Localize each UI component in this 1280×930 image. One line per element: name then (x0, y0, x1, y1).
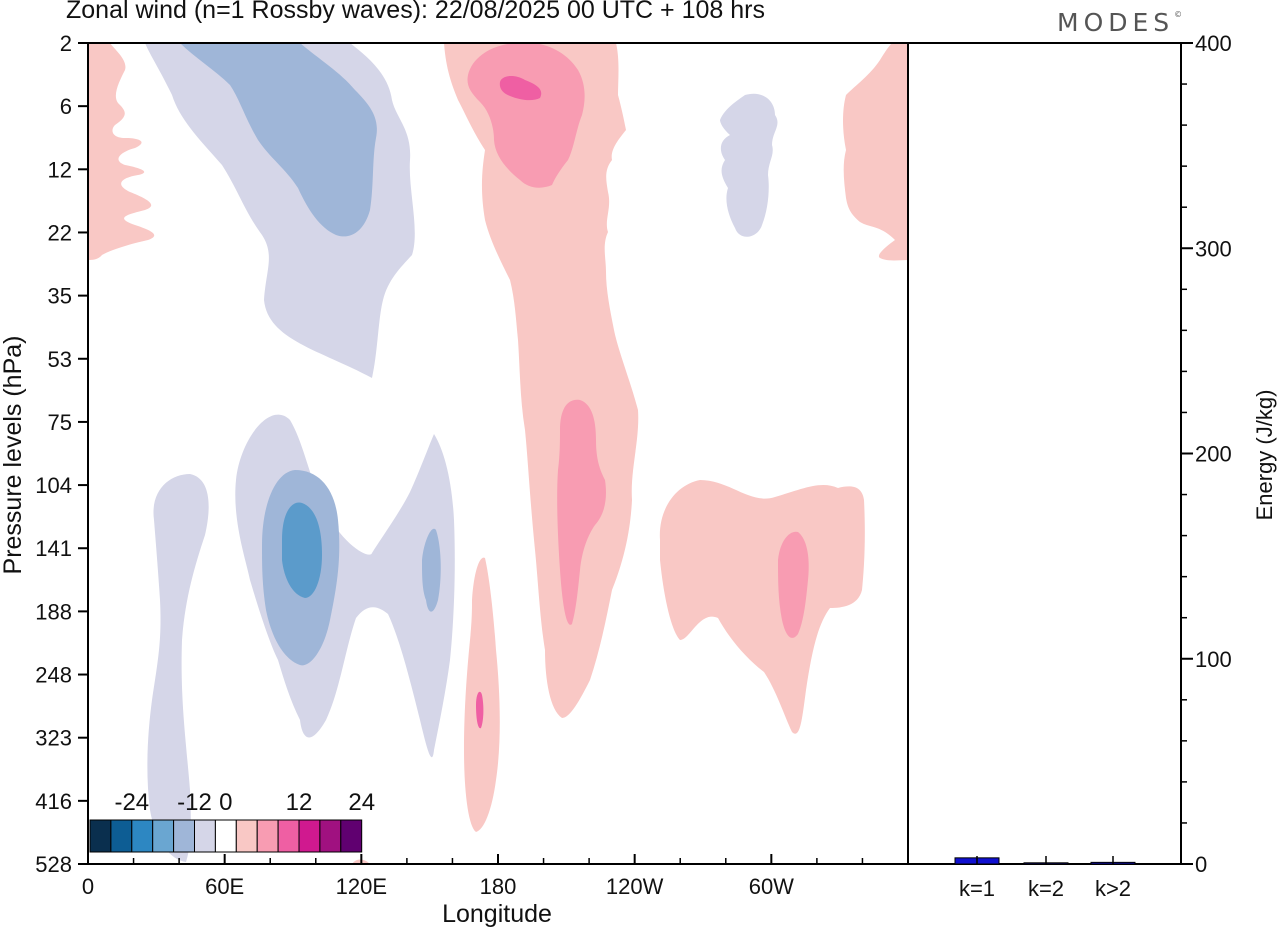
colorbar-swatch (214, 819, 237, 853)
x-tick-label: 120E (336, 874, 387, 899)
energy-tick-label: 300 (1195, 236, 1232, 261)
contour-positive-right-blob (659, 480, 865, 734)
x-tick-label: 60E (205, 874, 244, 899)
y-tick-label: 6 (60, 94, 72, 119)
y-tick-label: 2 (60, 31, 72, 56)
colorbar: -24 -12 0 12 24 (89, 789, 375, 853)
contour-positive-lower-peak (476, 691, 484, 729)
x-axis-ticks: 0 60E 120E 180 120W 60W (82, 854, 864, 899)
y-tick-label: 141 (35, 536, 72, 561)
colorbar-label: 24 (348, 789, 375, 816)
energy-category-label: k=1 (959, 876, 995, 901)
y-tick-label: 75 (48, 410, 72, 435)
energy-axis-label: Energy (J/kg) (1252, 390, 1277, 521)
contour-negative-upper-right (720, 93, 778, 237)
contour-positive-right-core (778, 531, 809, 638)
colorbar-swatch (110, 819, 133, 853)
brand-mark: © (1174, 10, 1183, 19)
contour-positive-left-edge (88, 43, 155, 260)
contour-negative-upper-core (180, 43, 377, 237)
y-tick-label: 248 (35, 663, 72, 688)
y-tick-label: 528 (35, 852, 72, 877)
y-tick-label: 188 (35, 599, 72, 624)
y-axis-ticks: 2 6 12 22 35 53 75 104 141 188 248 323 416 528 (35, 31, 88, 877)
energy-tick-label: 0 (1195, 852, 1207, 877)
x-tick-label: 180 (480, 874, 517, 899)
colorbar-swatch (277, 819, 300, 853)
y-tick-label: 416 (35, 789, 72, 814)
y-tick-label: 53 (48, 347, 72, 372)
contour-positive-upper-peak (499, 76, 542, 101)
colorbar-swatch (173, 819, 196, 853)
contour-positive-central-tower (444, 43, 639, 718)
brand-logo: MODES© (1057, 8, 1182, 37)
x-tick-label: 120W (606, 874, 664, 899)
colorbar-swatch (298, 819, 321, 853)
colorbar-swatch (131, 819, 154, 853)
y-axis-label: Pressure levels (hPa) (0, 336, 27, 575)
y-tick-label: 323 (35, 726, 72, 751)
contour-positive-upper-core (467, 43, 585, 188)
colorbar-label: 12 (286, 789, 313, 816)
contour-positive-mid-core (557, 399, 606, 625)
colorbar-swatch (256, 819, 279, 853)
colorbar-label: -24 (114, 789, 149, 816)
energy-tick-label: 400 (1195, 31, 1232, 56)
colorbar-swatch (235, 819, 258, 853)
energy-category-label: k=2 (1028, 876, 1064, 901)
energy-bars: k=1 k=2 k>2 (954, 856, 1136, 901)
colorbar-swatch (319, 819, 342, 853)
energy-plot-frame (907, 42, 1182, 865)
colorbar-swatch (89, 819, 112, 853)
x-axis-label: Longitude (442, 900, 552, 928)
y-tick-label: 35 (48, 284, 72, 309)
y-tick-label: 12 (48, 157, 72, 182)
contour-negative-lower-core (282, 502, 322, 598)
energy-category-label: k>2 (1095, 876, 1131, 901)
chart-title: Zonal wind (n=1 Rossby waves): 22/08/202… (66, 0, 765, 24)
colorbar-label: -12 (177, 789, 212, 816)
y-tick-label: 22 (48, 220, 72, 245)
contour-field (88, 43, 908, 864)
contour-negative-lower-thin (422, 528, 441, 612)
colorbar-label: 0 (219, 789, 232, 816)
energy-tick-label: 100 (1195, 647, 1232, 672)
x-tick-label: 60W (749, 874, 794, 899)
x-tick-label: 0 (82, 874, 94, 899)
contour-positive-right-edge (843, 43, 908, 261)
colorbar-swatch (194, 819, 216, 853)
contour-negative-lower-left (147, 474, 209, 862)
colorbar-swatch (340, 819, 363, 853)
contour-negative-upper-lobe (145, 43, 455, 758)
energy-tick-label: 200 (1195, 442, 1232, 467)
brand-text: MODES (1057, 8, 1175, 37)
energy-axis-ticks: 0 100 200 300 400 (1181, 31, 1232, 877)
y-tick-label: 104 (35, 473, 72, 498)
colorbar-swatch (152, 819, 175, 853)
